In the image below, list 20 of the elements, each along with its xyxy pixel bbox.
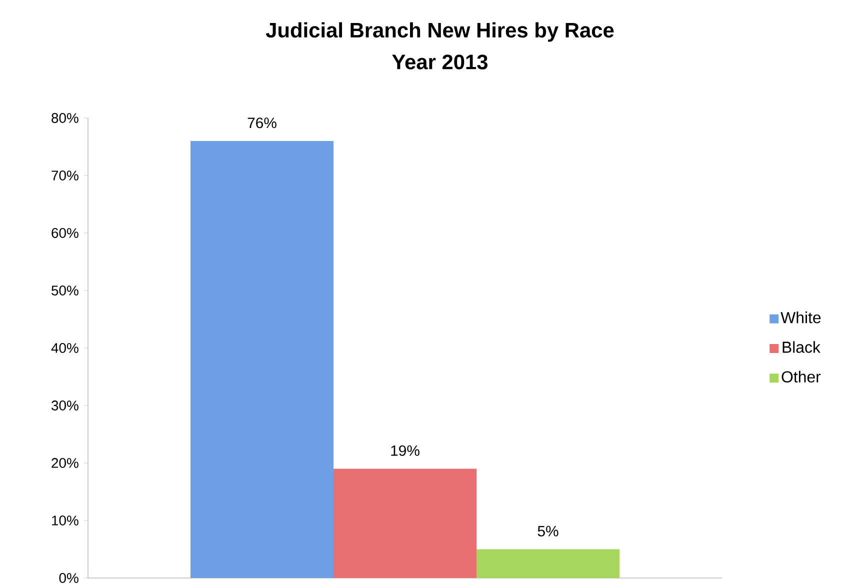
bar xyxy=(476,549,620,578)
y-tick-label: 60% xyxy=(52,228,78,238)
legend-label: Black xyxy=(782,341,820,353)
chart-title: Judicial Branch New Hires by Race xyxy=(266,22,614,42)
bar xyxy=(334,468,477,578)
y-tick-label: 30% xyxy=(52,400,78,410)
chart-subtitle: Year 2013 xyxy=(392,54,488,70)
data-label: 19% xyxy=(391,445,420,456)
data-label: 5% xyxy=(538,526,558,536)
legend-label: White xyxy=(780,312,821,324)
y-tick-label: 10% xyxy=(52,516,78,526)
data-label: 76% xyxy=(248,118,276,128)
y-tick-label: 80% xyxy=(52,113,78,123)
legend-label: Other xyxy=(782,370,821,383)
y-tick-label: 20% xyxy=(52,458,78,468)
y-tick-label: 50% xyxy=(52,286,78,296)
y-tick-label: 70% xyxy=(52,170,78,180)
y-tick-label: 0% xyxy=(59,573,78,583)
bar xyxy=(190,141,334,578)
y-tick-label: 40% xyxy=(51,343,78,353)
